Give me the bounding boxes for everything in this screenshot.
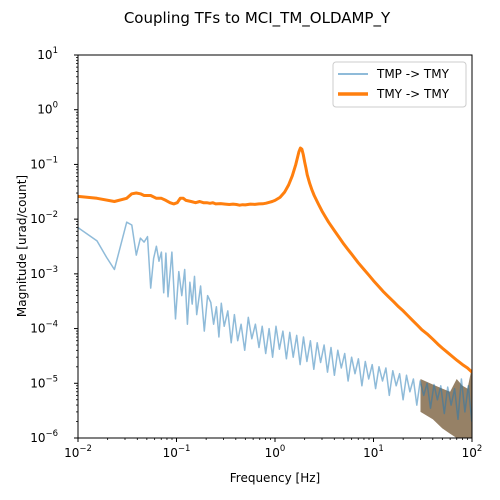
- legend: TMP -> TMY TMY -> TMY: [332, 61, 467, 108]
- series-line-0: [78, 221, 472, 422]
- plot-area: [78, 146, 472, 438]
- x-axis-label: Frequency [Hz]: [230, 471, 321, 485]
- chart-title: Coupling TFs to MCI_TM_OLDAMP_Y: [124, 9, 391, 28]
- series-line-1: [78, 146, 472, 374]
- legend-label-tmp-tmy: TMP -> TMY: [376, 67, 450, 81]
- y-axis-label: Magnitude [urad/count]: [15, 175, 29, 317]
- legend-label-tmy-tmy: TMY -> TMY: [376, 87, 450, 101]
